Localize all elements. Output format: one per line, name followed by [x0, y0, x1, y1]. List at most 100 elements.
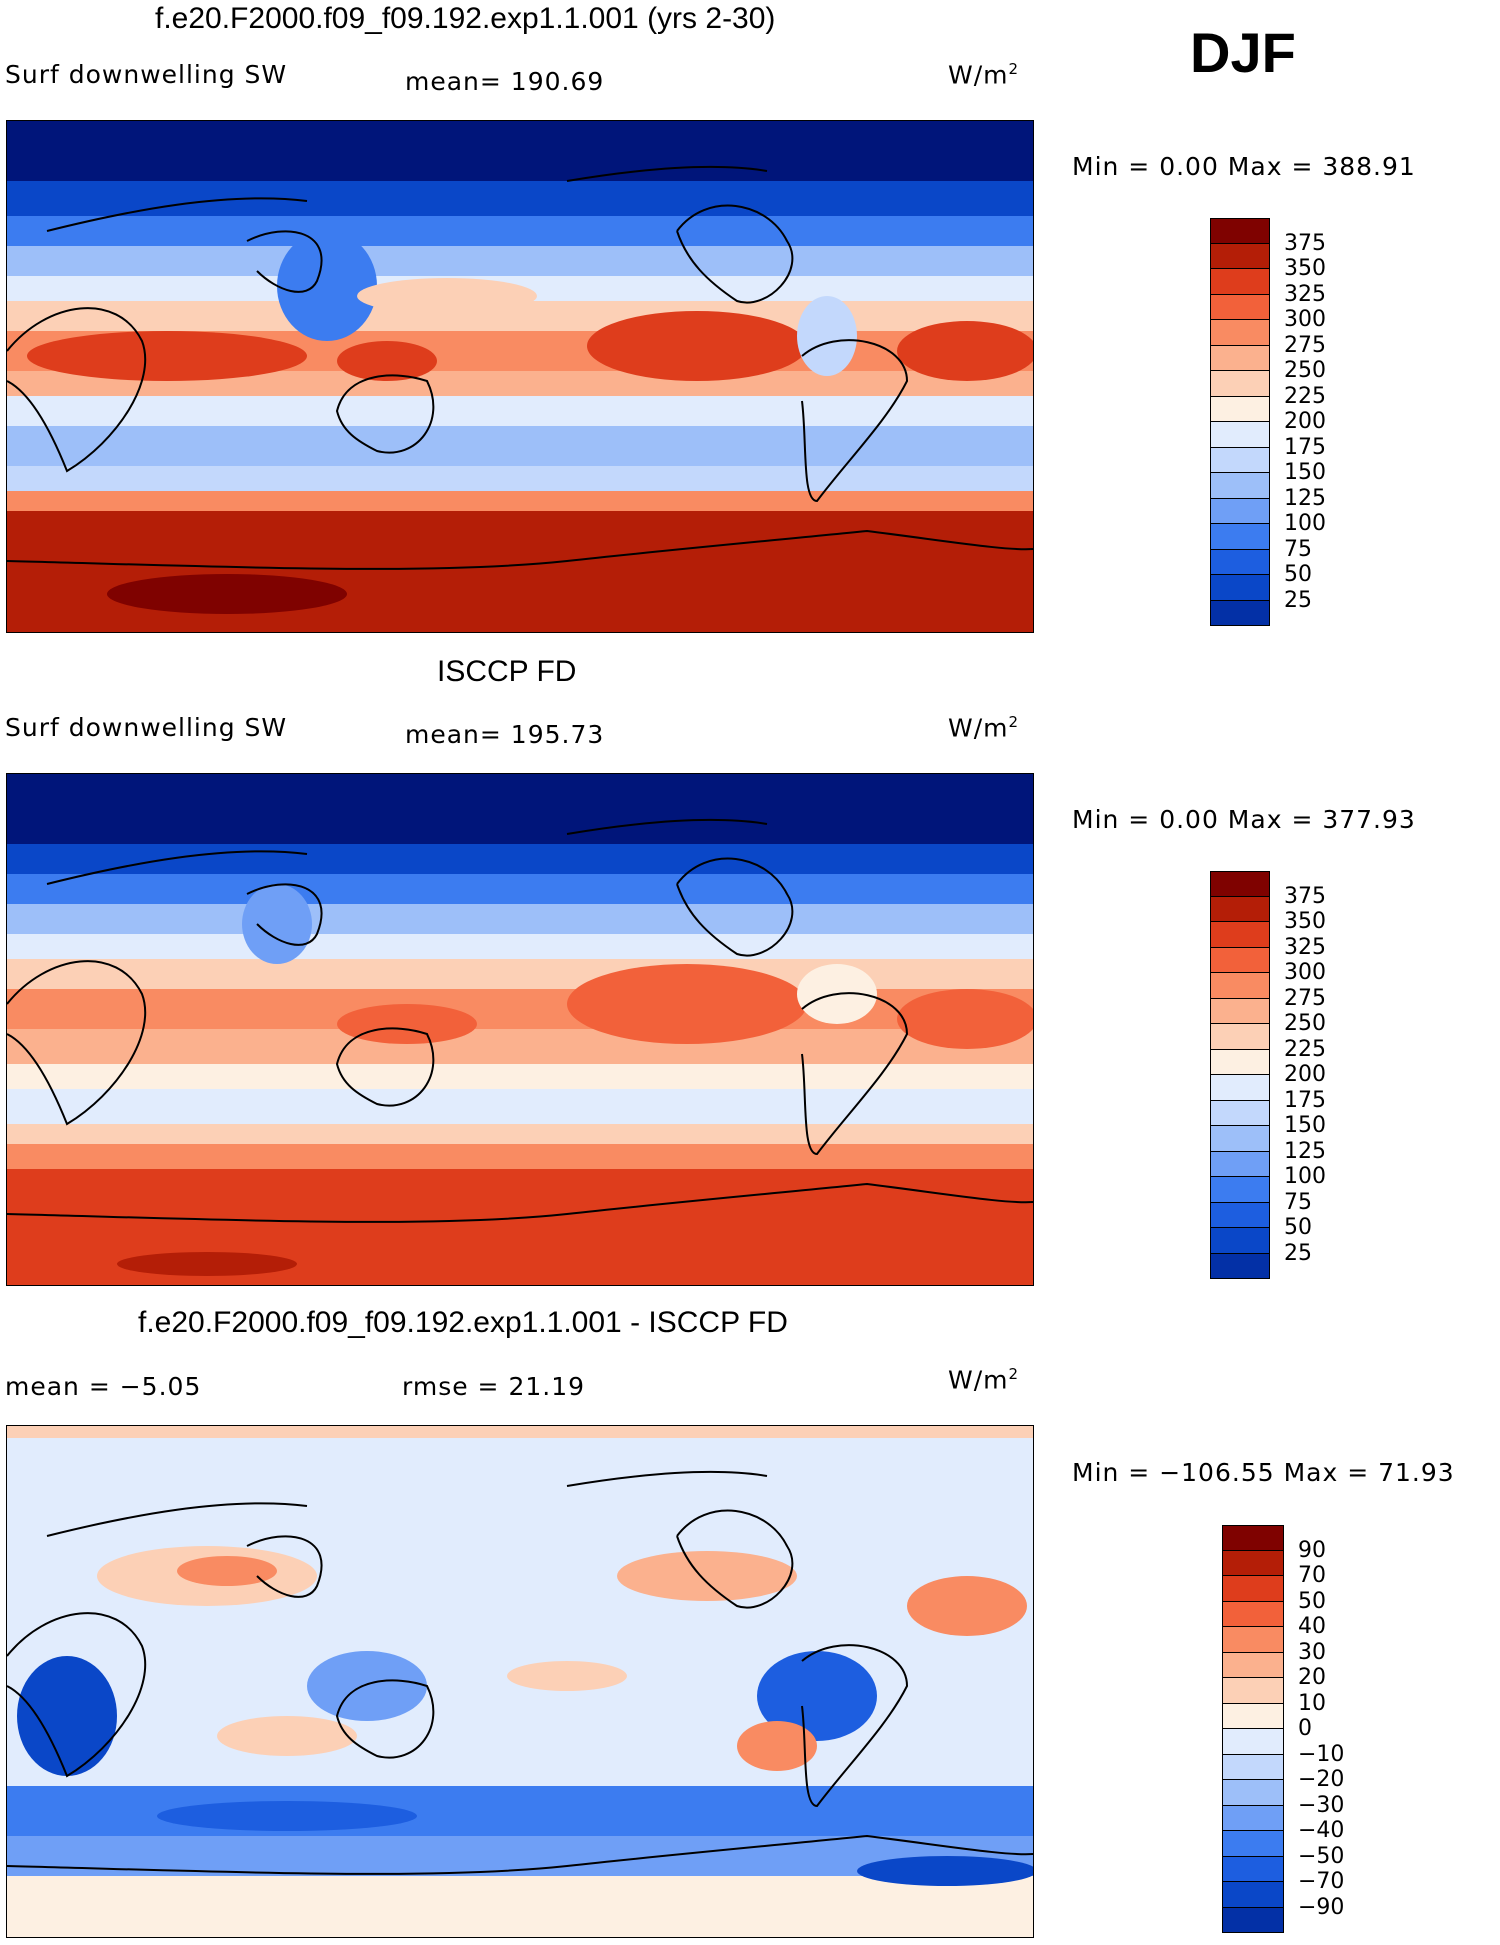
- colorbar-tick-label: 175: [1284, 434, 1326, 460]
- colorbar-tick-label: 20: [1298, 1665, 1326, 1690]
- colorbar-tick-label: 150: [1284, 1113, 1326, 1138]
- colorbar-box: [1210, 1049, 1270, 1075]
- colorbar-tick-label: 325: [1284, 934, 1326, 960]
- colorbar-tick-label: 350: [1284, 909, 1326, 934]
- panel-3-units: W/m2: [948, 1365, 1020, 1395]
- colorbar-box: [1210, 1075, 1270, 1101]
- colorbar-tick-label: 125: [1284, 1138, 1326, 1164]
- colorbar-tick-label: 25: [1284, 587, 1312, 613]
- panel-3-title: f.e20.F2000.f09_f09.192.exp1.1.001 - ISC…: [138, 1306, 788, 1339]
- colorbar-tick-label: 300: [1284, 960, 1326, 985]
- colorbar-tick-label: 200: [1284, 1062, 1326, 1087]
- colorbar-box: [1222, 1678, 1284, 1704]
- panel-1-minmax: Min = 0.00 Max = 388.91: [1072, 152, 1416, 181]
- colorbar-tick-label: 225: [1284, 1036, 1326, 1062]
- colorbar-box: [1222, 1550, 1284, 1576]
- panel-2-colorbar: 375 350 325 300 275 250 225 200 175 150 125 100 75 50…: [1210, 871, 1326, 1279]
- colorbar-tick-label: 250: [1284, 1011, 1326, 1036]
- colorbar-tick-label: 75: [1284, 1189, 1312, 1215]
- panel-2-variable-label: Surf downwelling SW: [5, 713, 288, 742]
- colorbar-tick-label: 75: [1284, 536, 1312, 562]
- colorbar-box: [1210, 447, 1270, 473]
- colorbar-box: [1210, 947, 1270, 973]
- panel-1-mean-label: mean= 190.69: [405, 67, 605, 96]
- panel-3-rmse-label: rmse = 21.19: [402, 1372, 586, 1401]
- colorbar-tick-label: 375: [1284, 230, 1326, 256]
- panel-1-contour-field: [7, 121, 1033, 632]
- colorbar-box: [1210, 1177, 1270, 1203]
- colorbar-box: [1210, 473, 1270, 499]
- colorbar-box: [1210, 320, 1270, 346]
- panel-3-map: [6, 1425, 1034, 1938]
- panel-3-minmax: Min = −106.55 Max = 71.93: [1072, 1458, 1455, 1487]
- panel-1-title: f.e20.F2000.f09_f09.192.exp1.1.001 (yrs …: [155, 2, 776, 35]
- colorbar-box: [1222, 1601, 1284, 1627]
- colorbar-box: [1222, 1907, 1284, 1933]
- colorbar-tick-label: 200: [1284, 409, 1326, 434]
- colorbar-box: [1210, 1126, 1270, 1152]
- colorbar-frame: [1210, 871, 1270, 1279]
- panel-2-units: W/m2: [948, 713, 1020, 743]
- panel-1-colorbar: 375 350 325 300 275 250 225 200 175 150 125 100 75 50…: [1210, 218, 1326, 626]
- colorbar-box: [1210, 498, 1270, 524]
- colorbar-box: [1222, 1831, 1284, 1857]
- colorbar-box: [1222, 1703, 1284, 1729]
- panel-1-units: W/m2: [948, 60, 1020, 90]
- panel-2-contour-field: [7, 774, 1033, 1285]
- colorbar-box: [1210, 1253, 1270, 1279]
- colorbar-box: [1222, 1780, 1284, 1806]
- colorbar-frame: [1222, 1525, 1284, 1933]
- colorbar-frame: [1210, 218, 1270, 626]
- colorbar-tick-label: −50: [1298, 1843, 1345, 1869]
- colorbar-tick-label: 275: [1284, 332, 1326, 358]
- colorbar-tick-label: 300: [1284, 307, 1326, 332]
- colorbar-box: [1210, 1228, 1270, 1254]
- season-label: DJF: [1190, 21, 1296, 84]
- colorbar-tick-label: −70: [1298, 1869, 1345, 1894]
- colorbar-box: [1210, 243, 1270, 269]
- colorbar-tick-label: 10: [1298, 1690, 1326, 1716]
- colorbar-box: [1210, 371, 1270, 397]
- colorbar-box: [1222, 1627, 1284, 1653]
- colorbar-box: [1210, 396, 1270, 422]
- colorbar-box: [1210, 1202, 1270, 1228]
- colorbar-box: [1222, 1729, 1284, 1755]
- panel-3-mean-label: mean = −5.05: [5, 1372, 202, 1401]
- colorbar-tick-label: 275: [1284, 985, 1326, 1011]
- colorbar-tick-label: 100: [1284, 1164, 1326, 1189]
- colorbar-tick-label: 125: [1284, 485, 1326, 511]
- colorbar-box: [1210, 549, 1270, 575]
- colorbar-tick-label: 30: [1298, 1639, 1326, 1665]
- colorbar-tick-label: 90: [1298, 1537, 1326, 1563]
- colorbar-box: [1210, 973, 1270, 999]
- colorbar-box: [1210, 1151, 1270, 1177]
- colorbar-tick-label: 250: [1284, 358, 1326, 383]
- panel-2-map: [6, 773, 1034, 1286]
- colorbar-tick-label: −40: [1298, 1818, 1345, 1843]
- colorbar-tick-label: 0: [1298, 1716, 1312, 1741]
- colorbar-tick-label: 100: [1284, 511, 1326, 536]
- panel-1-map: [6, 120, 1034, 633]
- colorbar-tick-label: 325: [1284, 281, 1326, 307]
- colorbar-box: [1222, 1754, 1284, 1780]
- panel-2-title: ISCCP FD: [437, 655, 577, 688]
- colorbar-tick-label: 40: [1298, 1614, 1326, 1639]
- colorbar-box: [1210, 524, 1270, 550]
- colorbar-box: [1222, 1525, 1284, 1551]
- colorbar-tick-label: −10: [1298, 1741, 1345, 1767]
- colorbar-tick-label: 350: [1284, 256, 1326, 281]
- panel-3-colorbar: 90 70 50 40 30 20 10 0 −10 −20 −30 −40 −50 −70 −90: [1222, 1525, 1344, 1933]
- colorbar-box: [1210, 922, 1270, 948]
- colorbar-tick-label: 50: [1298, 1588, 1326, 1614]
- colorbar-tick-label: 175: [1284, 1087, 1326, 1113]
- colorbar-tick-label: 150: [1284, 460, 1326, 485]
- colorbar-box: [1210, 269, 1270, 295]
- colorbar-box: [1210, 422, 1270, 448]
- colorbar-tick-label: 25: [1284, 1240, 1312, 1266]
- colorbar-tick-label: 50: [1284, 562, 1312, 587]
- colorbar-box: [1222, 1882, 1284, 1908]
- colorbar-box: [1222, 1856, 1284, 1882]
- colorbar-box: [1210, 345, 1270, 371]
- colorbar-box: [1222, 1805, 1284, 1831]
- colorbar-tick-label: −20: [1298, 1767, 1345, 1792]
